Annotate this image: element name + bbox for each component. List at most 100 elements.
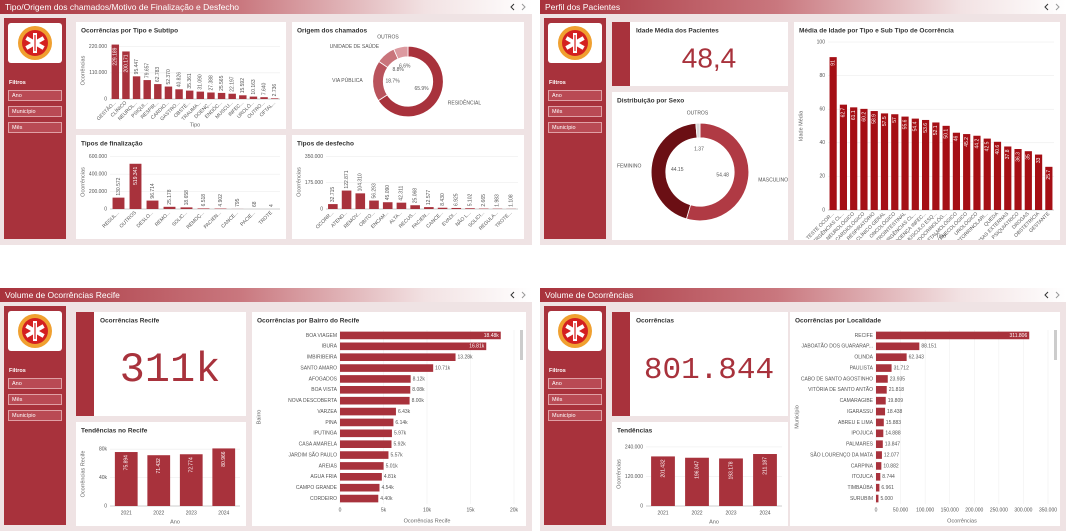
kpi-value: 311k <box>120 346 221 394</box>
value-label: 4.54k <box>381 485 394 491</box>
bar <box>340 407 396 416</box>
filter-button[interactable]: Município <box>548 122 602 133</box>
slice-label: UNIDADE DE SAÚDE <box>330 43 380 50</box>
nav-prev <box>1044 291 1049 299</box>
value-label: 35 <box>1026 154 1032 160</box>
filter-button[interactable]: Mês <box>8 122 62 133</box>
bar <box>1024 151 1032 210</box>
y-tick-label: CABO DE SANTO AGOSTINHO <box>801 376 873 382</box>
y-tick-label: 220.000 <box>89 44 107 50</box>
y-axis-label: Idade Média <box>798 110 804 141</box>
bar <box>207 92 215 99</box>
x-tick-label: 350.000 <box>1039 507 1057 513</box>
x-tick-label: 300.000 <box>1014 507 1032 513</box>
filter-button[interactable]: Município <box>8 106 62 117</box>
bar <box>876 342 920 351</box>
filter-button[interactable]: Ano <box>548 378 602 389</box>
nav-arrows <box>510 291 526 299</box>
bar <box>1034 154 1043 210</box>
x-tick-label: TROTE <box>258 210 275 227</box>
x-tick-label: 20k <box>510 507 519 513</box>
filter-button[interactable]: Município <box>8 410 62 421</box>
x-tick-label: 15k <box>466 507 475 513</box>
bar <box>340 483 380 492</box>
bar <box>396 202 407 209</box>
bar <box>876 451 882 459</box>
value-label: 22.197 <box>230 76 236 92</box>
value-label: 6.518 <box>201 194 207 207</box>
filter-button[interactable]: Mês <box>548 106 602 117</box>
chart-title: Ocorrências por Localidade <box>795 318 881 325</box>
bar <box>876 462 882 470</box>
value-label: 91 <box>830 60 836 66</box>
chart-card: Distribuição por Sexo MASCULINO 54.48 FEMIN… <box>612 92 788 240</box>
y-tick-label: SÃO LOURENÇO DA MATA <box>810 451 874 458</box>
filter-button[interactable]: Ano <box>548 90 602 101</box>
y-tick-label: SANTO AMARO <box>300 365 337 371</box>
value-label: 4.902 <box>218 194 224 207</box>
y-tick-label: RECIFE <box>855 333 874 339</box>
x-tick-label: CANCE... <box>220 210 240 230</box>
value-label: 311.806 <box>1010 333 1028 339</box>
chart-title: Ocorrências Recife <box>100 318 160 325</box>
y-tick-label: 240.000 <box>625 444 643 450</box>
chart-card: Origem dos chamados RESIDÊNCIAL 65.9% VIA P… <box>292 22 524 129</box>
value-label: 44.2 <box>974 139 980 149</box>
slice-value: 44.15 <box>671 167 684 173</box>
value-label: 10.163 <box>251 79 257 95</box>
bar <box>876 353 907 361</box>
value-label: 62.783 <box>155 67 161 83</box>
x-tick-label: 5k <box>381 507 387 513</box>
value-label: 2.736 <box>272 84 278 97</box>
value-label: 1.108 <box>508 194 514 207</box>
y-tick-label: 0 <box>640 503 643 509</box>
value-label: 31.090 <box>198 74 204 90</box>
slice-label: OUTROS <box>377 34 399 40</box>
filter-button[interactable]: Ano <box>8 90 62 101</box>
value-label: 35.361 <box>187 73 193 89</box>
x-tick-label: REMOÇ... <box>186 210 206 230</box>
bar <box>132 76 141 99</box>
value-label: 201.432 <box>660 459 666 477</box>
nav-next <box>521 291 526 299</box>
x-tick-label: 0 <box>339 507 342 513</box>
filter-sidebar: Filtros Ano Município Mês <box>4 18 66 239</box>
value-label: 25.178 <box>167 189 173 205</box>
y-tick-label: 20 <box>819 174 825 180</box>
x-tick-label: 2023 <box>186 510 197 516</box>
filter-sidebar: Filtros Ano Mês Município <box>4 306 66 525</box>
value-label: 104.310 <box>358 173 364 191</box>
y-tick-label: OLINDA <box>854 355 873 361</box>
y-tick-label: 600.000 <box>89 154 107 160</box>
y-tick-label: 60 <box>819 107 825 113</box>
filter-button[interactable]: Município <box>548 410 602 421</box>
y-tick-label: VARZEA <box>317 409 337 415</box>
bar <box>143 80 151 99</box>
filter-button[interactable]: Ano <box>8 378 62 389</box>
value-label: 196.047 <box>694 461 700 479</box>
bar <box>437 207 448 209</box>
bar <box>340 473 382 481</box>
bar <box>340 386 411 394</box>
bar <box>129 163 142 209</box>
filter-button[interactable]: Mês <box>548 394 602 405</box>
y-tick-label: AFOGADOS <box>309 376 338 382</box>
bar <box>154 84 162 99</box>
y-tick-label: 0 <box>104 503 107 509</box>
donut-slice <box>695 122 701 139</box>
filter-button[interactable]: Mês <box>8 394 62 405</box>
value-label: 211.187 <box>762 457 768 475</box>
y-tick-label: 350.000 <box>305 154 323 160</box>
nav-arrows <box>1044 3 1060 11</box>
chart-card: Ocorrências por Tipo e Subtipo 0 110.000 22… <box>76 22 286 129</box>
y-tick-label: AREIAS <box>319 463 338 469</box>
panel-title: Tipo/Origem dos chamados/Motivo de Final… <box>0 0 532 14</box>
y-axis-label: Município <box>794 405 800 429</box>
y-tick-label: ABREU E LIMA <box>838 420 874 426</box>
bar <box>163 206 176 209</box>
y-tick-label: CAMPO GRANDE <box>296 485 338 491</box>
bar <box>876 440 883 448</box>
bar <box>651 456 675 506</box>
x-tick-label: 150.000 <box>941 507 959 513</box>
bar <box>328 204 338 209</box>
